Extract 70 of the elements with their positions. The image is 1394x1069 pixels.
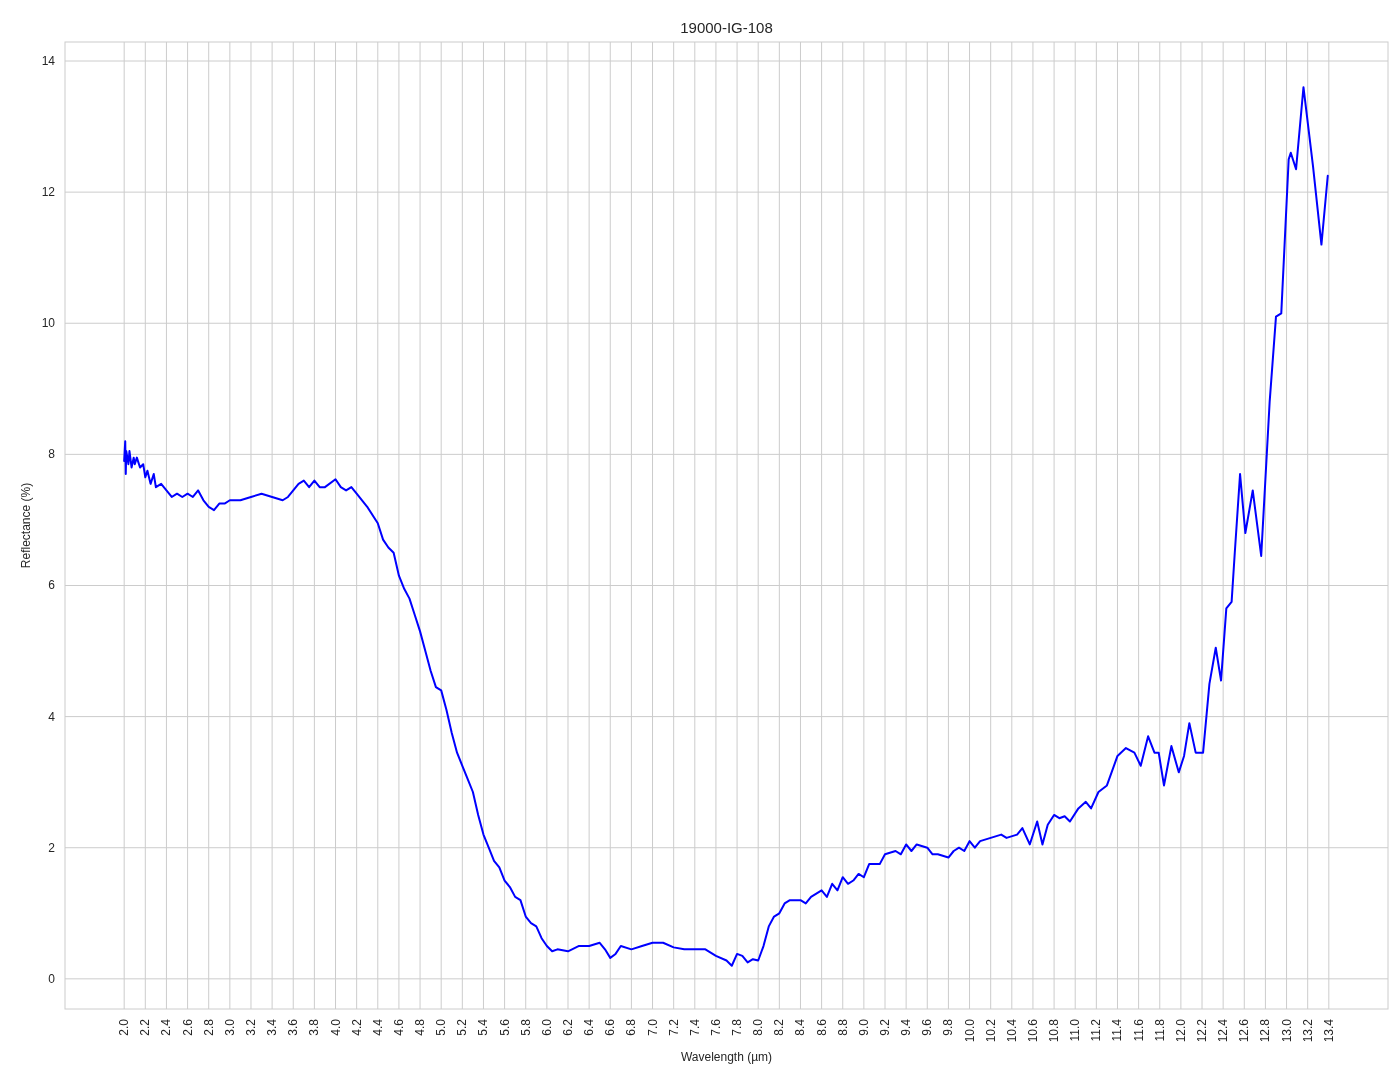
y-tick-label: 2 [48,840,56,855]
y-tick-label: 0 [48,971,56,986]
y-tick-label: 4 [48,709,56,724]
x-tick-label: 13.2 [1300,1018,1315,1043]
x-tick-label: 9.6 [920,1018,935,1036]
x-tick-label: 7.0 [645,1018,660,1036]
x-axis-title: Wavelength (µm) [680,1050,773,1064]
x-tick-label: 11.0 [1068,1018,1083,1042]
x-tick-label: 12.0 [1173,1018,1188,1043]
x-tick-label: 2.4 [159,1018,174,1036]
chart-title: 19000-IG-108 [680,19,773,36]
x-tick-label: 5.6 [497,1018,512,1036]
x-tick-label: 9.8 [941,1018,956,1036]
x-tick-label: 13.4 [1321,1018,1336,1043]
x-tick-label: 8.4 [793,1018,808,1036]
x-tick-label: 8.6 [814,1018,829,1036]
x-tick-label: 8.0 [751,1018,766,1036]
x-tick-label: 7.4 [687,1018,702,1036]
y-tick-label: 10 [41,316,56,331]
x-tick-label: 13.0 [1279,1018,1294,1043]
x-tick-label: 5.8 [518,1018,533,1036]
x-tick-label: 10.6 [1025,1018,1040,1043]
y-tick-label: 12 [41,185,56,200]
x-tick-label: 12.2 [1195,1018,1210,1043]
x-tick-label: 10.8 [1047,1018,1062,1043]
x-tick-label: 8.2 [772,1018,787,1036]
x-tick-label: 6.0 [539,1018,554,1036]
x-tick-label: 4.0 [328,1018,343,1036]
x-tick-label: 3.2 [243,1018,258,1036]
y-axis-title: Reflectance (%) [19,482,33,569]
x-tick-label: 4.8 [413,1018,428,1036]
x-tick-label: 3.8 [307,1018,322,1036]
x-tick-label: 8.8 [835,1018,850,1036]
x-tick-label: 6.4 [582,1018,597,1036]
x-tick-label: 6.8 [624,1018,639,1036]
x-tick-label: 2.2 [138,1018,153,1036]
x-tick-label: 9.2 [878,1018,893,1036]
y-tick-label: 6 [48,578,56,593]
x-tick-label: 2.0 [117,1018,132,1036]
x-tick-label: 11.2 [1089,1018,1104,1042]
x-tick-label: 10.2 [983,1018,998,1043]
x-tick-label: 7.2 [666,1018,681,1036]
x-tick-label: 7.6 [708,1018,723,1036]
x-tick-label: 3.6 [286,1018,301,1036]
x-tick-label: 6.2 [560,1018,575,1036]
x-tick-label: 9.4 [899,1018,914,1036]
x-tick-label: 11.8 [1152,1018,1167,1042]
x-tick-label: 6.6 [603,1018,618,1036]
x-tick-label: 3.0 [222,1018,237,1036]
x-tick-label: 4.6 [391,1018,406,1036]
x-tick-label: 4.4 [370,1018,385,1036]
x-tick-label: 5.0 [434,1018,449,1036]
y-tick-label: 14 [41,54,56,69]
x-tick-label: 12.6 [1237,1018,1252,1043]
x-tick-label: 11.6 [1131,1018,1146,1042]
x-tick-label: 9.0 [856,1018,871,1036]
x-tick-label: 2.8 [201,1018,216,1036]
x-tick-label: 12.8 [1258,1018,1273,1043]
line-series [123,86,1329,967]
x-tick-label: 5.2 [455,1018,470,1036]
x-tick-label: 11.4 [1110,1018,1125,1042]
y-tick-label: 8 [48,447,56,462]
x-tick-label: 12.4 [1216,1018,1231,1043]
x-tick-label: 7.8 [730,1018,745,1036]
x-tick-label: 10.0 [962,1018,977,1043]
x-tick-label: 4.2 [349,1018,364,1036]
x-tick-label: 10.4 [1004,1018,1019,1043]
x-tick-label: 2.6 [180,1018,195,1036]
x-tick-label: 5.4 [476,1018,491,1036]
x-tick-label: 3.4 [265,1018,280,1036]
